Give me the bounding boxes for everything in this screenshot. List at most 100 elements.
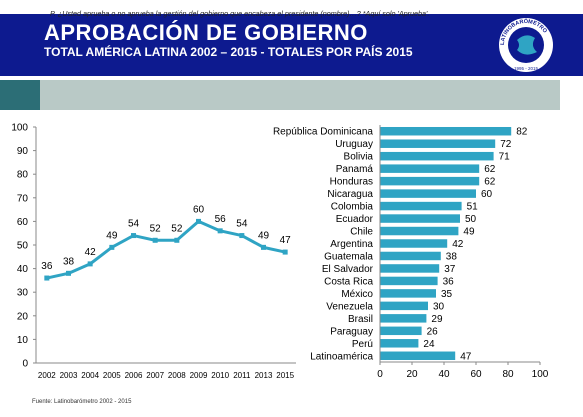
data-point — [44, 275, 50, 281]
x-tick-label: 2003 — [60, 371, 78, 380]
category-label: Perú — [352, 339, 373, 350]
data-label: 54 — [236, 219, 248, 230]
data-label: 54 — [128, 219, 140, 230]
y-tick-label: 60 — [17, 217, 29, 228]
bar — [380, 164, 480, 173]
category-label: Venezuela — [326, 301, 373, 312]
data-point — [282, 249, 288, 255]
x-tick-label: 40 — [438, 369, 450, 380]
bar — [380, 126, 512, 136]
bar-chart: República Dominicana 82 Uruguay 72 Bolivia 71… — [273, 125, 549, 380]
data-label: 42 — [85, 247, 97, 258]
category-label: México — [341, 289, 373, 300]
x-tick-label: 2004 — [81, 371, 99, 380]
y-tick-label: 10 — [17, 335, 29, 346]
bar-value-label: 36 — [443, 276, 455, 287]
data-point — [131, 233, 136, 239]
category-label: Nicaragua — [327, 189, 373, 200]
bar — [380, 251, 441, 261]
bar-value-label: 24 — [423, 339, 435, 350]
bar-value-label: 35 — [441, 289, 453, 300]
y-tick-label: 80 — [17, 170, 29, 181]
page-subtitle: TOTAL AMÉRICA LATINA 2002 – 2015 - TOTAL… — [44, 45, 413, 59]
data-point — [87, 261, 93, 267]
x-tick-label: 100 — [532, 369, 549, 380]
line-chart: 0 10 20 30 40 50 60 70 80 90 100 2002 2003 2004 2005 20… — [11, 123, 296, 380]
category-label: Argentina — [330, 239, 373, 250]
data-point — [174, 237, 180, 243]
bar — [380, 189, 476, 198]
bar — [380, 151, 494, 161]
data-label: 47 — [280, 235, 292, 246]
data-label: 52 — [171, 223, 183, 234]
bar-value-label: 71 — [499, 152, 511, 163]
bar-value-label: 37 — [444, 264, 456, 275]
y-tick-label: 0 — [22, 359, 28, 370]
category-label: Panamá — [336, 164, 374, 175]
y-tick-label: 70 — [17, 193, 29, 204]
category-label: Honduras — [330, 177, 373, 188]
category-label: Guatemala — [324, 251, 373, 262]
bar — [380, 289, 436, 298]
data-label: 38 — [63, 256, 75, 267]
data-label: 56 — [215, 214, 227, 225]
source-footer: Fuente: Latinobarómetro 2002 - 2015 — [32, 399, 132, 405]
x-tick-label: 2010 — [211, 371, 229, 380]
x-tick-label: 2006 — [125, 371, 143, 380]
y-tick-label: 100 — [11, 123, 28, 134]
question-accent-block — [0, 80, 40, 110]
bar-value-label: 38 — [446, 251, 458, 262]
data-label: 52 — [150, 223, 162, 234]
bar-value-label: 30 — [433, 301, 445, 312]
bar — [380, 326, 422, 336]
data-point — [196, 218, 201, 224]
logo-years: 1995 - 2015 — [514, 66, 539, 71]
bar — [380, 239, 448, 248]
x-tick-label: 80 — [502, 369, 514, 380]
bar — [380, 351, 456, 361]
data-point — [239, 233, 245, 239]
data-point — [217, 228, 223, 234]
x-tick-label: 2009 — [190, 371, 208, 380]
bar — [380, 314, 427, 323]
latinobarometro-logo: LATINOBARÓMETRO 1995 - 2015 — [499, 17, 553, 72]
data-label: 36 — [41, 261, 53, 272]
bar-value-label: 50 — [465, 214, 477, 225]
bar-value-label: 82 — [516, 127, 528, 138]
x-tick-label: 20 — [406, 369, 418, 380]
bar — [380, 201, 462, 211]
data-label: 60 — [193, 204, 205, 215]
x-tick-label: 60 — [470, 369, 482, 380]
question-banner — [0, 80, 583, 110]
question-background — [40, 80, 560, 110]
category-label: Colombia — [331, 202, 374, 213]
question-text: P. ¿Usted aprueba o no aprueba la gestió… — [50, 9, 430, 18]
bar-value-label: 72 — [500, 139, 512, 150]
data-point — [152, 237, 158, 243]
bar — [380, 301, 428, 311]
x-tick-label: 2015 — [276, 371, 294, 380]
data-label: 49 — [106, 230, 118, 241]
category-label: Brasil — [348, 314, 373, 325]
data-point — [66, 270, 71, 276]
x-tick-label: 2011 — [233, 371, 251, 380]
series-line — [46, 219, 286, 280]
category-label: Latinoamérica — [310, 351, 373, 362]
page-title: APROBACIÓN DE GOBIERNO — [44, 20, 368, 45]
bar-value-label: 47 — [460, 351, 472, 362]
x-tick-label: 2007 — [146, 371, 164, 380]
category-label: El Salvador — [322, 264, 374, 275]
x-tick-label: 0 — [377, 369, 383, 380]
header-banner — [0, 14, 583, 76]
x-tick-label: 2008 — [168, 371, 186, 380]
y-tick-label: 50 — [17, 241, 29, 252]
data-point — [261, 244, 266, 250]
bar — [380, 226, 459, 236]
x-tick-label: 2005 — [103, 371, 121, 380]
y-tick-label: 20 — [17, 311, 29, 322]
y-tick-label: 30 — [17, 288, 29, 299]
category-label: Chile — [350, 227, 373, 238]
x-tick-label: 2013 — [255, 371, 273, 380]
category-label: Costa Rica — [324, 276, 373, 287]
bar — [380, 214, 460, 223]
